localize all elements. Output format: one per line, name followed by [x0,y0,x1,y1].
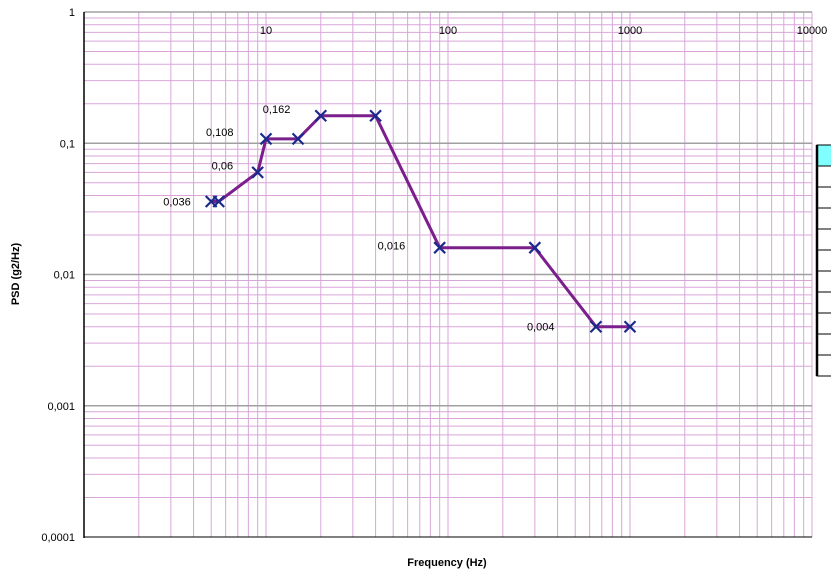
y-tick-label: 0,0001 [41,532,75,544]
x-tick-label: 10 [260,25,272,37]
marker-stroke [528,241,542,254]
y-tick-label: 0,001 [47,401,75,413]
data-point [623,320,637,334]
side-table-row [816,207,831,230]
data-point [528,241,542,254]
data-point [314,109,328,123]
side-table-row [816,333,831,356]
side-table-row [816,270,831,293]
side-table-row [816,228,831,251]
side-table-header [816,144,831,167]
marker-stroke [589,320,603,334]
data-label: 0,108 [206,127,234,139]
marker-stroke [623,320,637,334]
x-tick-label: 100 [439,25,457,37]
data-point [433,241,446,254]
side-table-row [816,354,831,377]
x-tick-label: 10000 [797,25,828,37]
x-axis-label: Frequency (Hz) [407,557,487,569]
series-psd [204,109,637,334]
marker-stroke [433,241,446,254]
data-point [589,320,603,334]
marker-stroke [259,132,273,146]
data-label: 0,036 [163,196,191,208]
axes [83,12,812,538]
marker-stroke [212,195,226,208]
side-table-row [816,186,831,209]
y-tick-label: 0,1 [60,138,75,150]
marker-stroke [291,132,305,146]
side-table-row [816,249,831,272]
side-table-row [816,291,831,314]
side-table [815,144,831,377]
data-point [291,132,305,146]
data-label: 0,004 [527,322,555,334]
tick-labels: 10 100 1000 10000 1 0,1 0,01 0,001 0,0001 [41,7,827,544]
grid [84,11,813,537]
data-label: 0,162 [263,104,291,116]
data-label: 0,06 [212,160,233,172]
x-tick-label: 1000 [618,25,642,37]
y-tick-label: 1 [69,7,75,19]
data-point [251,166,264,179]
data-point [369,109,382,123]
marker-stroke [251,166,264,179]
data-point [259,132,273,146]
data-label: 0,016 [378,241,406,253]
marker-stroke [369,109,382,123]
y-tick-label: 0,01 [54,270,75,282]
data-point [212,195,226,208]
side-table-row [816,312,831,335]
marker-stroke [314,109,328,123]
side-table-row [816,165,831,188]
data-labels: 0,036 0,06 0,108 0,162 0,016 0,004 [163,104,554,334]
y-axis-label: PSD (g2/Hz) [10,242,22,305]
